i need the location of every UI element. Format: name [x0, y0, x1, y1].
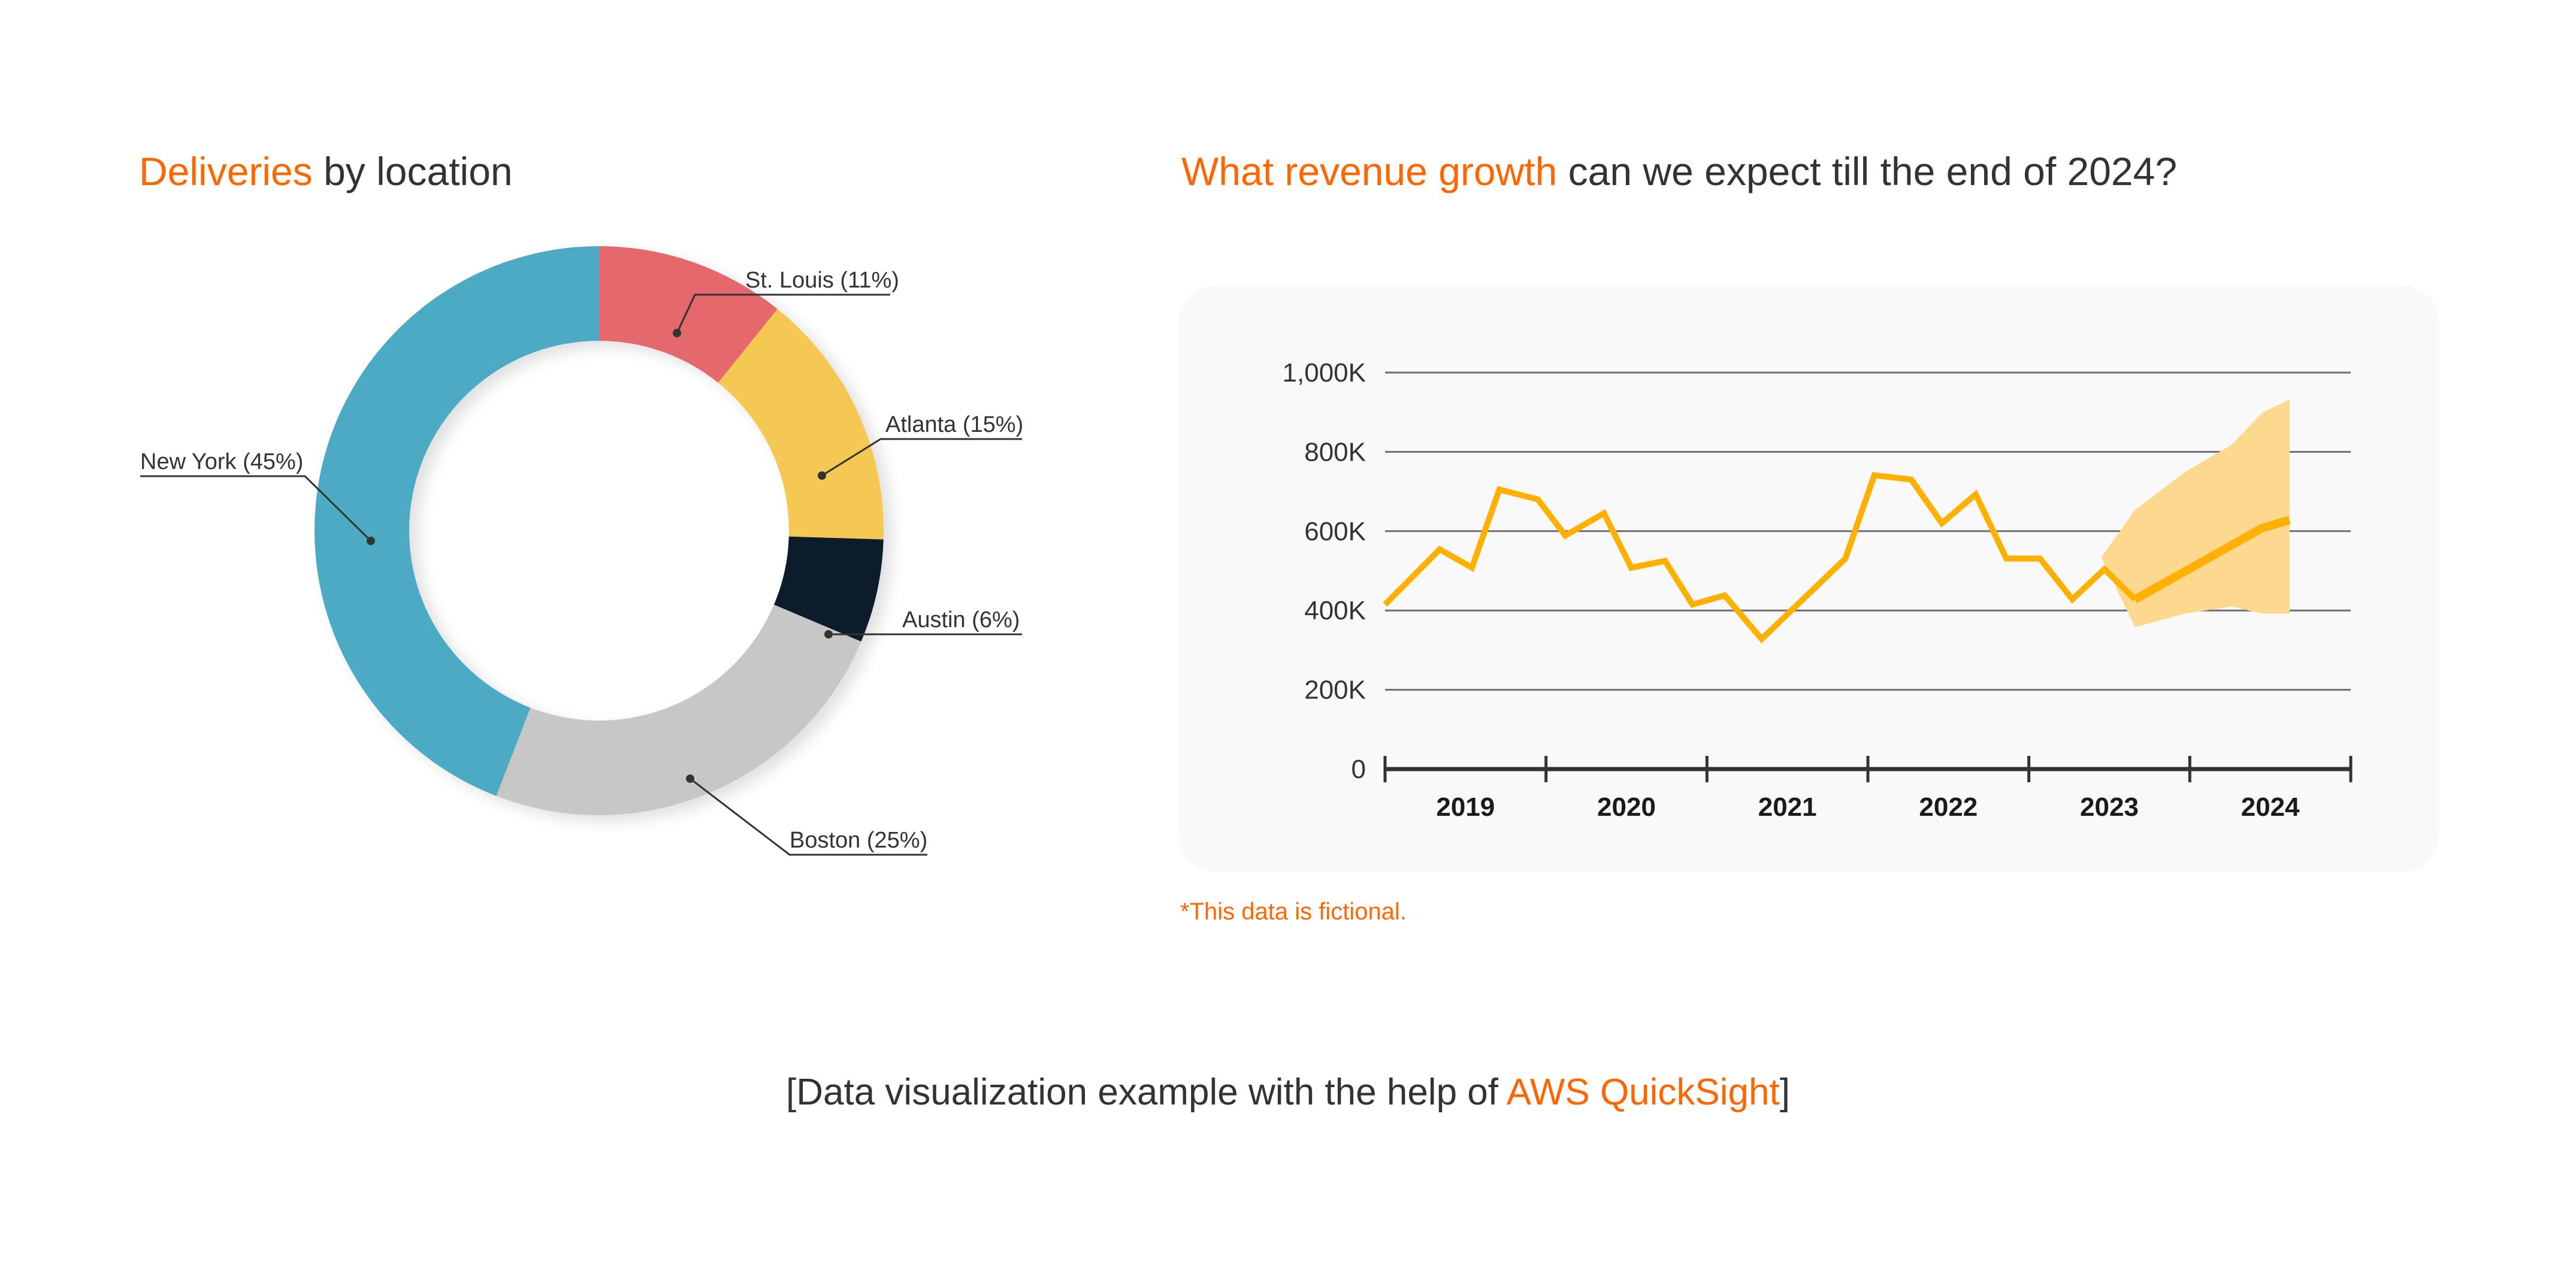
x-tick-label-2020: 2020: [1597, 792, 1656, 822]
donut-label-st-louis: St. Louis (11%): [745, 268, 899, 293]
caption: [Data visualization example with the hel…: [0, 1071, 2576, 1113]
x-tick-label-2019: 2019: [1436, 792, 1495, 822]
y-tick-label-600k: 600K: [1304, 517, 1366, 546]
donut-chart-title: Deliveries by location: [139, 149, 513, 194]
caption-text: [Data visualization example with the hel…: [786, 1072, 1507, 1113]
x-tick-label-2023: 2023: [2080, 792, 2139, 822]
donut-label-new-york: New York (45%): [140, 449, 303, 474]
leader-dot-atlanta: [818, 471, 826, 480]
donut-slice-boston[interactable]: [496, 604, 861, 815]
leader-line-atlanta: [821, 438, 1022, 477]
x-tick-label-2024: 2024: [2241, 792, 2300, 822]
data-disclaimer: *This data is fictional.: [1180, 898, 1407, 925]
y-tick-label-200k: 200K: [1304, 676, 1366, 705]
line-title-rest: can we expect till the end of 2024?: [1557, 149, 2178, 193]
y-tick-label-800k: 800K: [1304, 437, 1366, 467]
donut-label-boston: Boston (25%): [790, 828, 927, 853]
y-tick-label-0: 0: [1352, 755, 1366, 784]
forecast-confidence-band: [2101, 400, 2290, 628]
donut-slice-austin[interactable]: [773, 536, 884, 642]
x-tick-label-2021: 2021: [1758, 792, 1817, 822]
line-chart: 0 200K 400K 600K 800K 1,000K 2019 2020 2021 2022…: [1283, 358, 2353, 822]
donut-chart: St. Louis (11%) Atlanta (15%) Austin (6%) B…: [140, 246, 1023, 856]
leader-dot-boston: [686, 774, 694, 783]
donut-label-austin: Austin (6%): [902, 607, 1020, 633]
caption-close: ]: [1779, 1072, 1790, 1113]
donut-label-atlanta: Atlanta (15%): [885, 412, 1023, 437]
leader-line-boston: [690, 777, 927, 856]
donut-slice-atlanta[interactable]: [718, 308, 884, 540]
y-tick-label-400k: 400K: [1304, 596, 1366, 625]
line-title-accent: What revenue growth: [1181, 149, 1558, 193]
caption-accent: AWS QuickSight: [1506, 1072, 1780, 1113]
leader-dot-st-louis: [673, 329, 681, 337]
line-chart-title: What revenue growth can we expect till t…: [1181, 149, 2177, 194]
donut-slice-new-york[interactable]: [315, 246, 599, 796]
leader-line-new-york: [140, 475, 372, 542]
y-tick-label-1-000k: 1,000K: [1283, 358, 1366, 388]
x-tick-label-2022: 2022: [1919, 792, 1978, 822]
series-line-revenue[interactable]: [1383, 472, 2137, 644]
leader-dot-new-york: [367, 537, 375, 545]
donut-title-rest: by location: [312, 149, 513, 193]
leader-dot-austin: [824, 630, 833, 638]
donut-slice-st-louis[interactable]: [599, 246, 778, 383]
donut-title-accent: Deliveries: [139, 149, 313, 193]
leader-line-st-louis: [676, 293, 890, 334]
